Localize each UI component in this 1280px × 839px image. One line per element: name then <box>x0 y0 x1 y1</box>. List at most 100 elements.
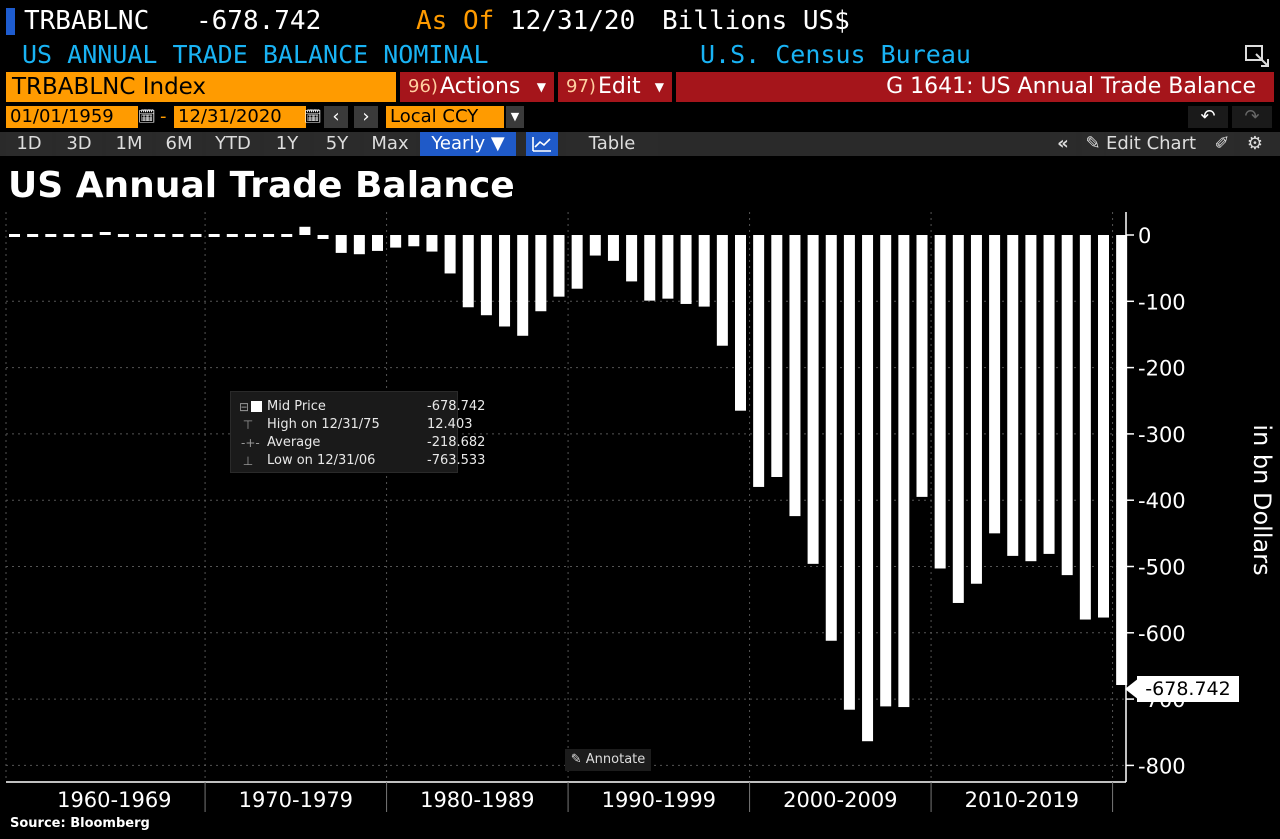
legend-row-mid-price: ⊟ Mid Price -678.742 <box>239 398 485 416</box>
y-tick-label: -800 <box>1138 754 1186 778</box>
actions-menu[interactable]: 96) Actions ▼ <box>400 72 554 102</box>
security-name: TRBABLNC Index <box>12 74 207 100</box>
bar-1976 <box>317 235 329 239</box>
bar-1975 <box>299 226 311 235</box>
bar-1961 <box>45 234 57 237</box>
tab-1y[interactable]: 1Y <box>264 132 310 156</box>
tab-1d[interactable]: 1D <box>6 132 52 156</box>
bar-1979 <box>372 235 383 251</box>
y-axis-label: in bn Dollars <box>1248 424 1276 575</box>
y-tick-label: -600 <box>1138 622 1186 646</box>
bar-2017 <box>1061 235 1073 576</box>
bar-2020 <box>1116 235 1128 686</box>
edit-label: Edit <box>598 74 641 99</box>
bar-2000 <box>753 235 765 487</box>
legend-value: 12.403 <box>427 417 473 432</box>
start-date-field[interactable]: 01/01/1959 <box>6 106 138 128</box>
average-marker-icon: -+- <box>241 436 260 450</box>
bar-2019 <box>1098 235 1109 618</box>
legend-label: Low on 12/31/06 <box>267 453 376 468</box>
source-agency: U.S. Census Bureau <box>700 40 971 69</box>
bar-2005 <box>843 235 855 710</box>
popout-icon[interactable] <box>1244 42 1270 68</box>
edit-menu[interactable]: 97) Edit ▼ <box>558 72 672 102</box>
undo-icon[interactable]: ↶ <box>1188 106 1228 128</box>
bar-2009 <box>916 235 928 497</box>
start-calendar-icon[interactable]: 🗓 <box>138 109 156 125</box>
bar-1980 <box>390 235 402 248</box>
bar-2010 <box>934 235 946 569</box>
legend-row-low: ⊥ Low on 12/31/06 -763.533 <box>243 452 486 470</box>
bar-1971 <box>226 234 238 237</box>
tab-ytd[interactable]: YTD <box>206 132 260 156</box>
bar-1977 <box>335 235 347 253</box>
last-value-tag: -678.742 <box>1137 676 1239 702</box>
ticker-symbol: TRBABLNC <box>24 6 150 36</box>
bars <box>9 226 1128 742</box>
bar-2006 <box>862 235 874 742</box>
tab-1m[interactable]: 1M <box>106 132 152 156</box>
bar-1994 <box>644 235 656 301</box>
y-tick-label: -300 <box>1138 423 1186 447</box>
y-tick-label: -400 <box>1138 489 1186 513</box>
x-axis: 1960-1969 1970-1979 1980-1989 1990-1999 2000… <box>6 781 1126 812</box>
last-value-pointer <box>1125 678 1139 700</box>
prev-period-button[interactable]: ‹ <box>324 106 348 128</box>
as-of-label: As Of <box>416 6 495 36</box>
bar-2015 <box>1025 235 1037 562</box>
bar-1978 <box>353 235 365 255</box>
x-group-label: 2000-2009 <box>783 788 897 812</box>
edit-properties-icon[interactable]: ✐ <box>1210 132 1234 156</box>
low-marker-icon: ⊥ <box>242 454 254 468</box>
line-chart-icon[interactable] <box>526 132 558 156</box>
bar-1972 <box>244 234 256 237</box>
redo-icon[interactable]: ↷ <box>1232 106 1272 128</box>
currency-caret-icon[interactable]: ▼ <box>506 106 524 128</box>
edit-chart-button[interactable]: Edit Chart <box>1106 132 1200 156</box>
annotate-button[interactable]: ✎ Annotate <box>565 749 651 771</box>
bar-1987 <box>517 235 529 336</box>
frequency-dropdown[interactable]: Yearly ▼ <box>420 132 516 156</box>
bar-1984 <box>462 235 474 308</box>
bar-1965 <box>117 234 129 237</box>
date-dash: - <box>160 106 167 127</box>
line-chart-glyph <box>532 137 551 152</box>
currency-select[interactable]: Local CCY <box>386 106 504 128</box>
bar-1993 <box>626 235 638 282</box>
y-tick-label: -200 <box>1138 357 1186 381</box>
bar-1970 <box>208 234 220 237</box>
security-field[interactable]: TRBABLNC Index <box>6 72 396 102</box>
bar-1974 <box>281 234 293 237</box>
legend-row-high: ⊤ High on 12/31/75 12.403 <box>243 416 473 434</box>
gridlines <box>5 212 1126 782</box>
bar-2013 <box>989 235 1001 534</box>
legend-panel[interactable]: ⊟ Mid Price -678.742 ⊤ High on 12/31/75 … <box>230 391 486 473</box>
bar-1997 <box>698 235 710 307</box>
bar-2016 <box>1043 235 1055 554</box>
settings-gear-icon[interactable]: ⚙ <box>1240 132 1270 156</box>
bar-1959 <box>9 234 20 237</box>
bar-1964 <box>99 232 111 235</box>
pencil-icon[interactable]: ✎ <box>1082 132 1104 156</box>
popout-glyph <box>1245 45 1269 67</box>
tab-3d[interactable]: 3D <box>56 132 102 156</box>
chart-code-title: G 1641: US Annual Trade Balance <box>886 74 1256 99</box>
bar-1989 <box>553 235 565 297</box>
bar-1998 <box>716 235 728 346</box>
chart-title: US Annual Trade Balance <box>8 165 515 206</box>
edit-caret-icon: ▼ <box>654 80 664 94</box>
tab-5y[interactable]: 5Y <box>314 132 360 156</box>
table-button[interactable]: Table <box>566 132 658 156</box>
collapse-icon[interactable]: « <box>1050 132 1076 156</box>
bar-1992 <box>607 235 619 261</box>
next-period-button[interactable]: › <box>354 106 378 128</box>
bar-1990 <box>571 235 583 289</box>
end-date-field[interactable]: 12/31/2020 <box>174 106 306 128</box>
tab-max[interactable]: Max <box>364 132 416 156</box>
units-label: Billions US$ <box>662 6 850 36</box>
bar-2012 <box>970 235 982 584</box>
tab-6m[interactable]: 6M <box>156 132 202 156</box>
y-tick-label: 0 <box>1138 224 1151 248</box>
collapse-box-icon[interactable]: ⊟ <box>238 400 250 414</box>
end-calendar-icon[interactable]: 🗓 <box>304 109 322 125</box>
